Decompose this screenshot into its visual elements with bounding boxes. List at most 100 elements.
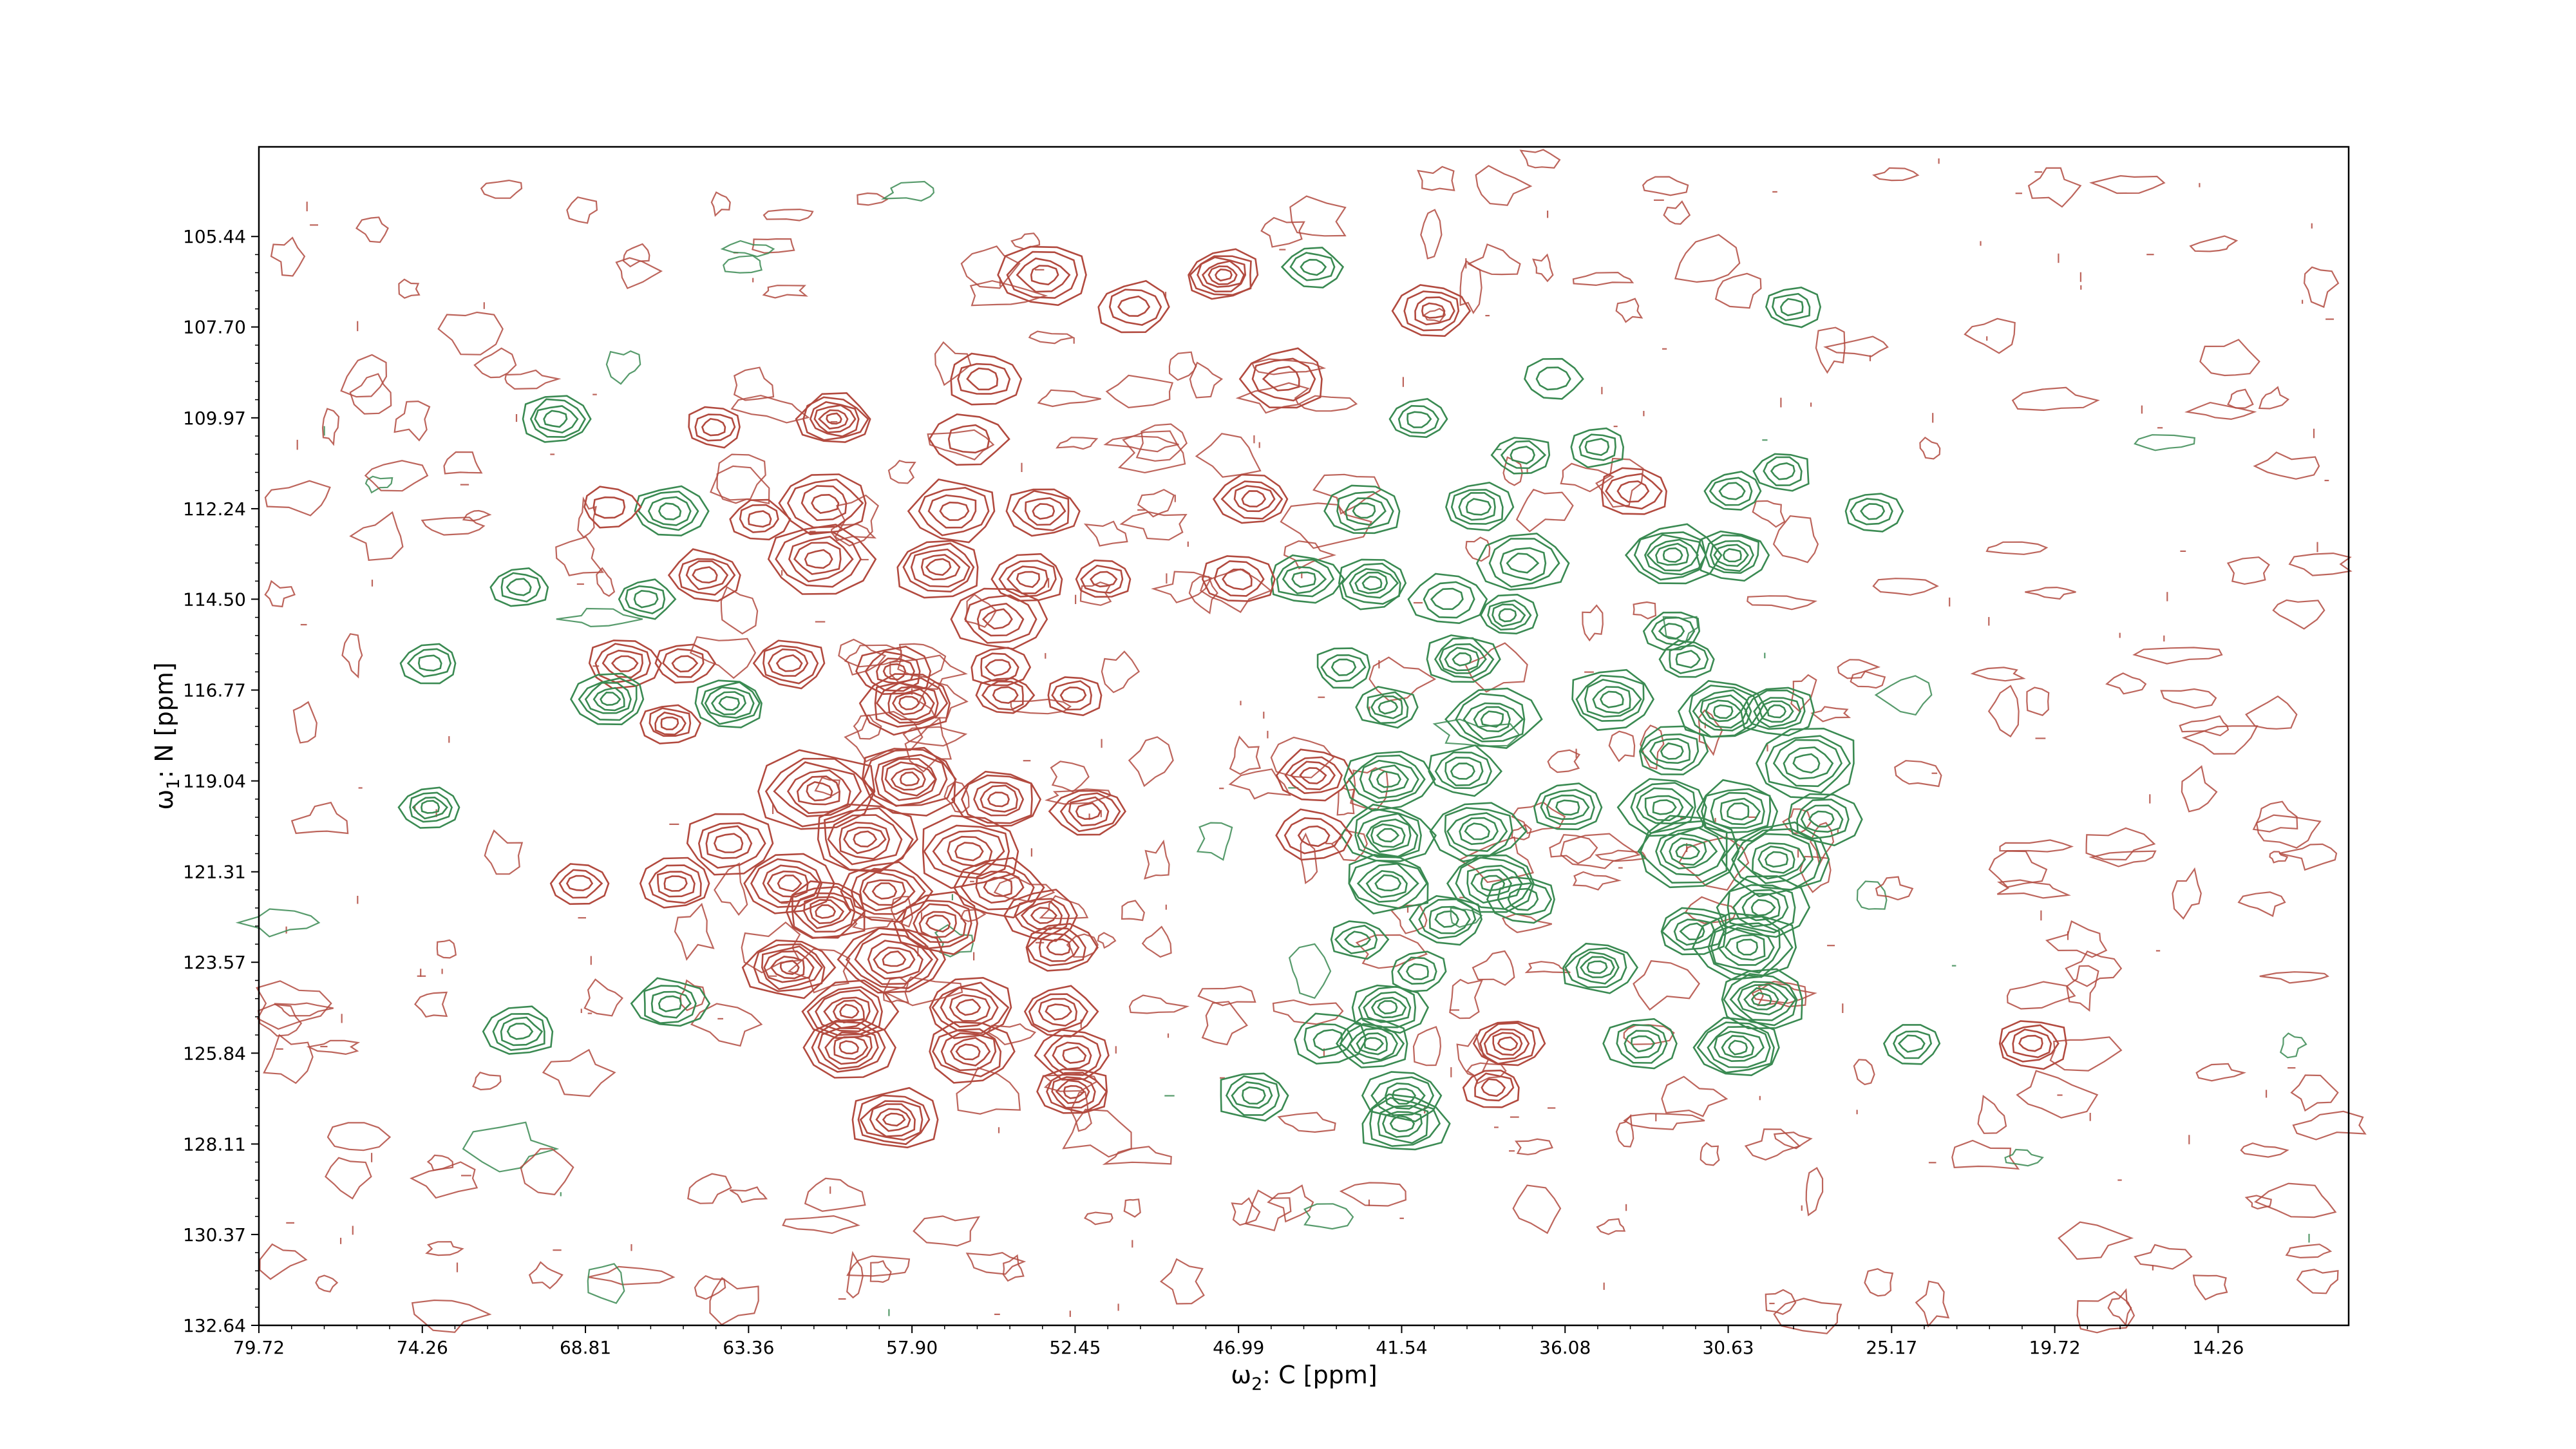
x-tick-label: 36.08: [1539, 1337, 1591, 1358]
noise-contour: [1045, 788, 1112, 805]
noise-contour: [1633, 601, 1657, 620]
peak-41: [767, 524, 877, 595]
peak-49: [752, 639, 826, 690]
noise-contour: [1502, 913, 1553, 933]
peak-contour-level: [955, 1043, 981, 1061]
peak-contour-level: [1358, 985, 1417, 1028]
peak-contour-level: [1616, 1023, 1668, 1064]
peak-119: [1034, 1028, 1110, 1081]
peak-contour-level: [1430, 587, 1464, 611]
noise-contour: [1549, 833, 1598, 864]
noise-contour: [2240, 1142, 2289, 1158]
peak-contour-level: [1721, 1035, 1755, 1058]
noise-contour: [1272, 999, 1344, 1025]
noise-contour: [1572, 871, 1622, 891]
peak-contour-level: [1510, 446, 1535, 465]
peak-contour-level: [1704, 534, 1760, 574]
peak-contour-level: [1075, 559, 1132, 598]
peak-contour-level: [843, 826, 887, 855]
peak-13: [1524, 357, 1584, 400]
noise-contour: [729, 1186, 768, 1204]
peak-contour-level: [1355, 686, 1419, 729]
peak-contour-level: [1714, 1030, 1765, 1063]
peak-contour-level: [1763, 456, 1803, 486]
peak-contour-level: [1016, 257, 1071, 293]
peak-contour-level: [1640, 733, 1700, 772]
peak-contour-level: [1564, 947, 1627, 989]
peak-contour-level: [1500, 440, 1547, 469]
y-tick-label: 114.50: [183, 589, 246, 610]
peak-contour-level: [1283, 817, 1343, 855]
peak-contour-level: [1882, 1024, 1941, 1065]
peak-contour-level: [1262, 366, 1300, 392]
peak-contour-level: [1403, 290, 1460, 332]
peak-contour-level: [1423, 581, 1475, 619]
peak-contour-level: [1213, 560, 1265, 597]
noise-contour: [1303, 1203, 1354, 1230]
peak-contour-level: [1808, 810, 1835, 828]
peak-132: [1294, 1012, 1367, 1065]
noise-contour: [1875, 876, 1914, 901]
peak-contour-level: [796, 775, 841, 806]
noise-contour: [1084, 1211, 1113, 1226]
noise-contour: [1810, 706, 1852, 723]
noise-contour: [436, 939, 457, 959]
noise-contour: [315, 1274, 339, 1293]
peak-48: [654, 643, 717, 684]
noise-contour: [1231, 1197, 1261, 1226]
peak-84: [1340, 803, 1437, 862]
peak-contour-level: [1280, 247, 1345, 289]
noise-contour: [1159, 1258, 1205, 1305]
noise-contour: [520, 1148, 574, 1196]
noise-contour: [2016, 1070, 2099, 1119]
peak-contour-level: [658, 502, 682, 520]
y-tick-label: 125.84: [183, 1043, 246, 1064]
noise-contour: [1782, 808, 1812, 834]
noise-contour: [1298, 395, 1358, 412]
peak-contour-level: [785, 880, 866, 940]
noise-contour: [2255, 814, 2322, 849]
peak-contour-level: [1434, 637, 1495, 679]
peak-contour-level: [1275, 748, 1354, 802]
peak-contour-level: [1720, 821, 1830, 898]
noise-contour: [709, 1276, 759, 1326]
peak-23: [1445, 481, 1515, 531]
peak-contour-level: [1271, 554, 1345, 604]
peak-contour-level: [838, 821, 891, 860]
noise-contour: [349, 373, 392, 415]
noise-contour: [1097, 932, 1117, 949]
peak-contour-level: [1479, 593, 1539, 635]
peak-contour-level: [817, 1027, 879, 1070]
peak-contour-level: [1703, 471, 1762, 511]
peak-contour-level: [1480, 875, 1506, 891]
peak-116: [1721, 968, 1803, 1030]
peak-45: [950, 587, 1048, 650]
peak-contour-level: [1649, 737, 1691, 764]
noise-contour: [1028, 330, 1075, 345]
y-tick-label: 107.70: [183, 317, 246, 338]
peak-contour-level: [752, 639, 826, 690]
peak-contour-level: [882, 663, 907, 681]
peak-22: [1323, 484, 1401, 535]
peak-contour-level: [1006, 251, 1078, 299]
peak-contour-level: [1470, 869, 1512, 897]
noise-contour: [1121, 900, 1145, 922]
peak-contour-level: [1640, 815, 1740, 889]
peak-contour-level: [900, 900, 972, 950]
noise-contour: [1466, 1062, 1507, 1084]
noise-contour: [577, 496, 597, 538]
peak-contour-level: [1592, 686, 1631, 714]
peak-contour-level: [584, 681, 632, 714]
peak-contour-level: [910, 548, 971, 588]
peak-67: [1638, 725, 1709, 775]
noise-contour: [1201, 1001, 1248, 1046]
noise-contour: [887, 460, 916, 484]
peak-contour-level: [1242, 1086, 1266, 1105]
peak-contour-level: [1599, 690, 1624, 708]
peak-78: [1616, 778, 1707, 837]
peak-contour-level: [1025, 923, 1099, 972]
noise-contour: [1123, 1198, 1141, 1218]
peak-35: [1479, 593, 1539, 635]
peak-contour-level: [981, 680, 1024, 711]
peak-contour-level: [1578, 433, 1616, 461]
